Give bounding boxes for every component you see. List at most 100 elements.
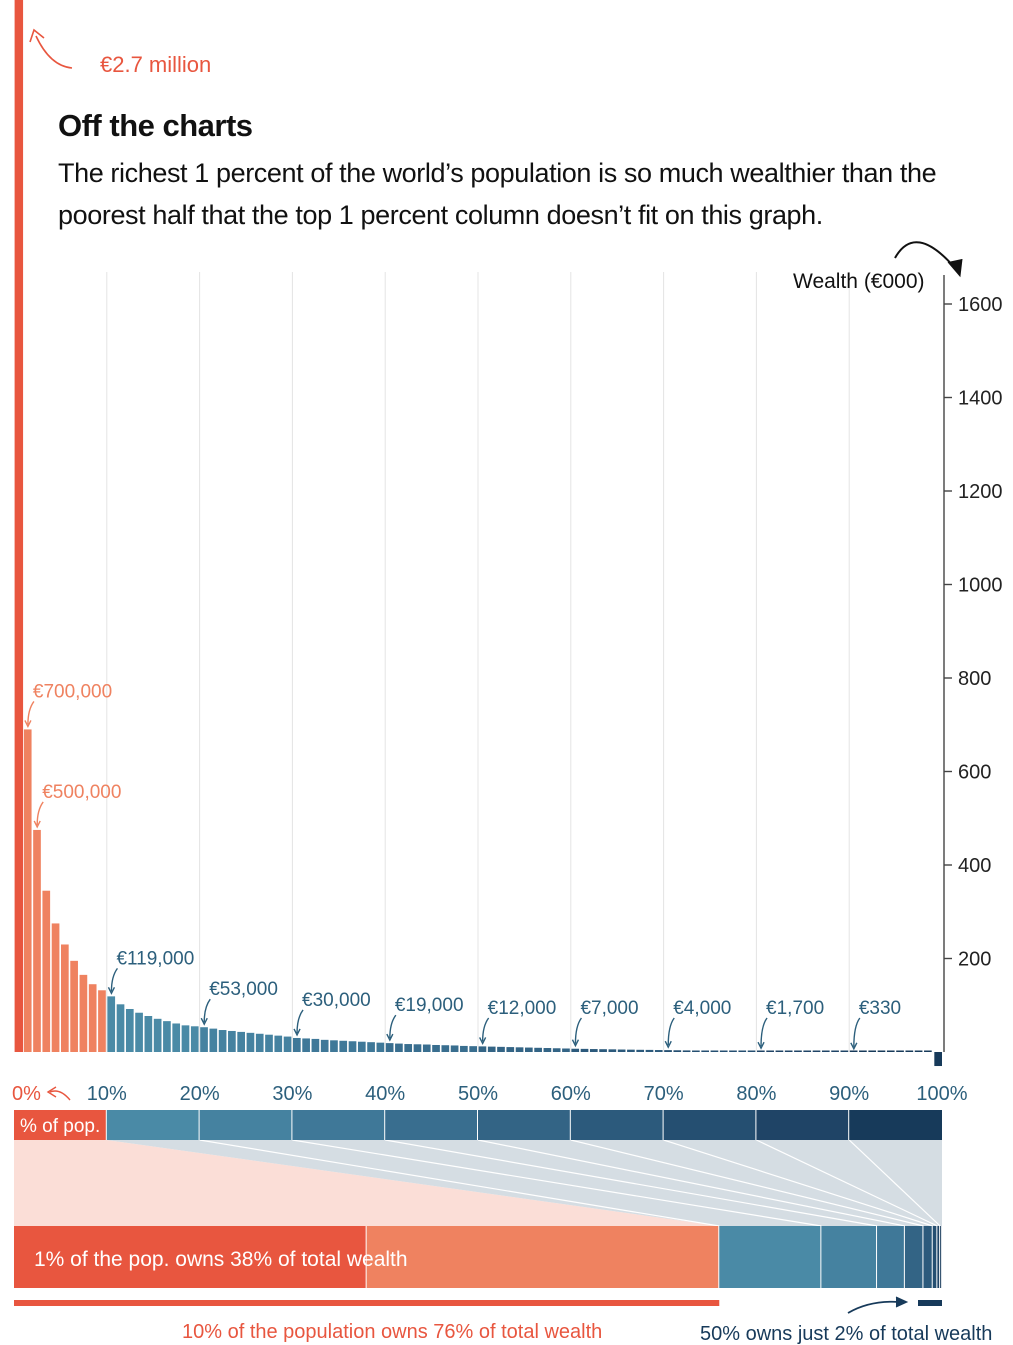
data-label: €12,000 [488,998,557,1019]
y-tick-label: 200 [958,949,991,971]
flow-band-top-decile [14,1140,720,1226]
bar [682,1050,691,1052]
population-decile [849,1110,942,1140]
bar [812,1050,821,1052]
bar [357,1041,366,1052]
bar [395,1043,403,1052]
population-decile [385,1110,477,1140]
bar [627,1049,635,1052]
data-label: €700,000 [33,681,112,702]
bar [255,1033,264,1052]
bar [840,1050,849,1052]
bar [487,1046,496,1052]
bar [580,1048,589,1052]
flow-line [199,1139,720,1227]
bar [766,1050,774,1052]
wealth-share-segment [14,1226,366,1288]
bar [868,1050,877,1052]
population-decile [478,1110,570,1140]
annotation-arrowhead [850,1042,858,1051]
bar [589,1049,598,1052]
y-tick-label: 1600 [958,294,1003,316]
bar [636,1049,645,1052]
bar [79,974,88,1052]
bar [562,1048,570,1052]
bar [701,1050,709,1052]
bar [125,1008,134,1052]
bar [617,1049,626,1052]
pct-arrow [49,1090,71,1101]
y-tick-label: 400 [958,855,991,877]
population-decile [756,1110,849,1140]
bar [172,1023,181,1052]
annotation-arrowhead [200,1017,208,1026]
bar [320,1039,329,1052]
bar [497,1046,505,1052]
annotation-arrowhead [293,1028,301,1037]
data-label: €330 [859,998,901,1019]
bar [330,1040,338,1052]
wealth-share-segment [821,1226,877,1288]
bar [218,1030,227,1052]
population-decile [106,1110,199,1140]
bars [14,0,942,1067]
chart-gridlines [106,272,850,1052]
bar [534,1047,542,1052]
bar [543,1048,552,1052]
x-tick-label: 50% [458,1083,498,1105]
bar [14,0,24,1052]
x-tick-label: 60% [551,1083,591,1105]
bar [775,1050,784,1052]
wealth-share-segment [937,1226,940,1288]
population-decile [14,1110,106,1140]
wealth-share-segment [940,1226,942,1288]
bar [441,1045,450,1052]
top-value-arrow [35,35,73,69]
annotation-arrow [27,701,35,725]
bar [478,1046,487,1052]
flow-line [477,1139,905,1227]
x-tick-label: 10% [87,1083,127,1105]
bar [803,1050,812,1052]
annotation-arrowhead [479,1037,487,1045]
data-label: €1,700 [766,998,824,1019]
bar [61,944,69,1052]
wealth-share-strip: 1% of the pop. owns 38% of total wealth 1… [14,1226,992,1345]
bar [144,1016,153,1052]
bar [914,1050,923,1052]
population-decile [663,1110,756,1140]
data-label: €19,000 [395,995,464,1016]
bar [896,1050,904,1052]
axis-title-arrow [894,241,956,269]
y-tick-label: 1200 [958,481,1003,503]
bar [153,1018,162,1052]
bar [738,1050,747,1052]
bar [246,1032,255,1052]
bar [469,1046,477,1052]
bar [98,990,106,1052]
bar [422,1044,431,1052]
annotation-arrowhead [757,1041,765,1050]
bar [506,1047,515,1052]
bar [692,1050,700,1052]
bar [200,1027,208,1052]
annotation-arrowhead [571,1039,580,1048]
annotations: €700,000 €500,000 €119,000 €53,000 €30,000 €1… [24,681,901,1051]
bar [339,1040,348,1052]
bar [42,890,51,1052]
bar [831,1050,839,1052]
annotation-arrow [110,967,119,992]
data-label: €7,000 [580,998,638,1019]
bar [821,1050,830,1052]
x-tick-label: 0% [12,1083,41,1105]
bar [757,1050,765,1052]
population-decile [570,1110,663,1140]
bar [413,1044,422,1052]
chart-title: Off the charts [58,108,253,143]
bar [265,1034,273,1052]
wealth-share-segment [904,1226,923,1288]
bar [228,1030,236,1052]
decorations [29,28,963,278]
bar [877,1050,886,1052]
bar [311,1038,320,1052]
